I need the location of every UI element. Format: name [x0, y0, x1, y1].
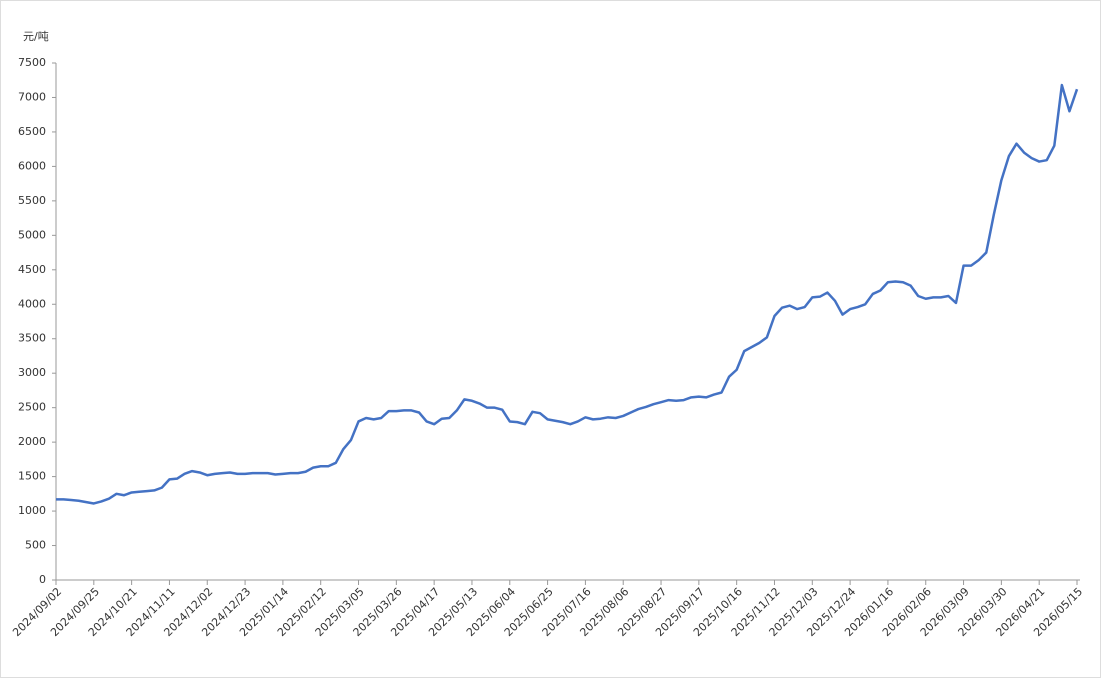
y-tick-label: 1000	[18, 504, 46, 517]
y-tick-label: 2500	[18, 401, 46, 414]
data-line	[56, 83, 1079, 505]
y-tick-label: 6500	[18, 125, 46, 138]
y-tick-label: 4500	[18, 263, 46, 276]
y-tick-label: 3500	[18, 332, 46, 345]
y-tick-label: 6000	[18, 159, 46, 172]
y-tick-label: 3000	[18, 366, 46, 379]
y-tick-label: 1500	[18, 470, 46, 483]
y-tick-label: 5500	[18, 194, 46, 207]
y-tick-label: 7500	[18, 56, 46, 69]
y-tick-label: 7000	[18, 90, 46, 103]
y-tick-label: 0	[39, 573, 46, 586]
y-tick-label: 2000	[18, 435, 46, 448]
y-tick-label: 5000	[18, 228, 46, 241]
y-unit: 元/吨	[23, 30, 49, 43]
y-tick-label: 500	[25, 539, 46, 552]
y-tick-label: 4000	[18, 297, 46, 310]
